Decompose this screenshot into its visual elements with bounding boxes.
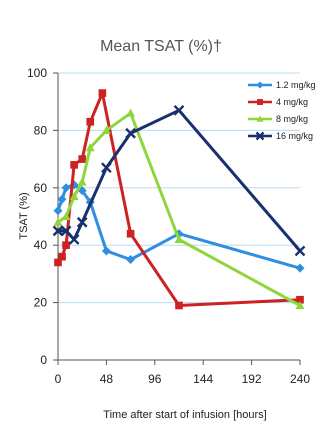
data-point-triangle xyxy=(69,191,79,201)
y-tick-label: 80 xyxy=(34,123,48,137)
y-axis-ticks: 0 20 40 60 80 100 xyxy=(27,66,58,367)
data-point-triangle xyxy=(174,234,184,244)
chart-title: Mean TSAT (%)† xyxy=(100,38,222,55)
data-point-square xyxy=(58,252,66,261)
data-point-x xyxy=(173,104,185,116)
data-point-square xyxy=(98,89,107,97)
x-axis-label: Time after start of infusion [hours] xyxy=(103,409,266,421)
data-point-diamond xyxy=(53,206,63,216)
data-point-x xyxy=(52,225,64,237)
x-tick-label: 240 xyxy=(290,372,310,386)
data-point-square xyxy=(86,117,95,126)
x-tick-label: 0 xyxy=(55,372,62,386)
data-point-triangle xyxy=(77,177,87,186)
data-point-diamond xyxy=(126,255,136,265)
data-point-x xyxy=(101,162,112,174)
data-point-triangle xyxy=(61,212,71,221)
y-tick-label: 0 xyxy=(40,353,47,367)
legend-entry: 4 mg/kg xyxy=(248,97,308,107)
data-point-diamond xyxy=(256,81,264,89)
y-tick-label: 60 xyxy=(34,181,48,195)
gridlines xyxy=(58,72,300,304)
x-axis-ticks: 0 48 96 144 192 240 xyxy=(55,360,310,386)
legend-label: 16 mg/kg xyxy=(276,131,313,141)
legend-entry: 1.2 mg/kg xyxy=(248,80,316,90)
y-tick-label: 20 xyxy=(34,296,48,310)
data-point-x xyxy=(125,127,136,139)
x-tick-label: 144 xyxy=(193,372,213,386)
series-line xyxy=(56,183,301,270)
data-point-square xyxy=(62,241,70,250)
series-8-mg-kg xyxy=(53,108,305,310)
series-4-mg-kg xyxy=(54,89,304,310)
x-tick-label: 48 xyxy=(100,372,114,386)
data-point-diamond xyxy=(101,246,111,256)
data-point-x xyxy=(294,245,306,257)
data-point-triangle xyxy=(53,217,63,226)
data-point-x xyxy=(68,234,80,245)
data-point-diamond xyxy=(61,183,71,193)
x-tick-label: 96 xyxy=(148,372,162,386)
data-point-diamond xyxy=(57,194,67,204)
data-point-diamond xyxy=(295,263,305,273)
data-point-square xyxy=(70,161,78,169)
data-point-square xyxy=(54,258,62,267)
y-tick-label: 40 xyxy=(34,238,48,252)
series-16-mg-kg xyxy=(52,104,306,257)
series-1-2-mg-kg xyxy=(53,180,305,273)
data-point-square xyxy=(257,99,263,105)
legend-label: 8 mg/kg xyxy=(276,114,308,124)
data-point-square xyxy=(78,155,87,163)
data-point-triangle xyxy=(85,143,95,152)
series-lines xyxy=(52,89,306,310)
legend-label: 4 mg/kg xyxy=(276,97,308,107)
y-axis-label: TSAT (%) xyxy=(18,192,30,239)
series-line xyxy=(56,91,301,307)
legend-label: 1.2 mg/kg xyxy=(276,80,316,90)
legend-entry: 16 mg/kg xyxy=(248,131,313,141)
legend-entry: 8 mg/kg xyxy=(248,114,308,124)
data-point-x xyxy=(255,131,265,141)
y-tick-label: 100 xyxy=(27,66,47,80)
data-point-square xyxy=(175,301,183,310)
legend: 1.2 mg/kg 4 mg/kg 8 mg/kg 16 mg/kg xyxy=(248,80,316,141)
data-point-x xyxy=(76,216,88,228)
data-point-square xyxy=(126,229,135,238)
data-point-triangle xyxy=(295,300,305,310)
x-tick-label: 192 xyxy=(242,372,262,386)
data-point-triangle xyxy=(101,125,111,134)
data-point-triangle xyxy=(256,115,264,122)
data-point-x xyxy=(60,225,72,237)
data-point-triangle xyxy=(126,108,136,117)
data-point-square xyxy=(296,295,304,304)
